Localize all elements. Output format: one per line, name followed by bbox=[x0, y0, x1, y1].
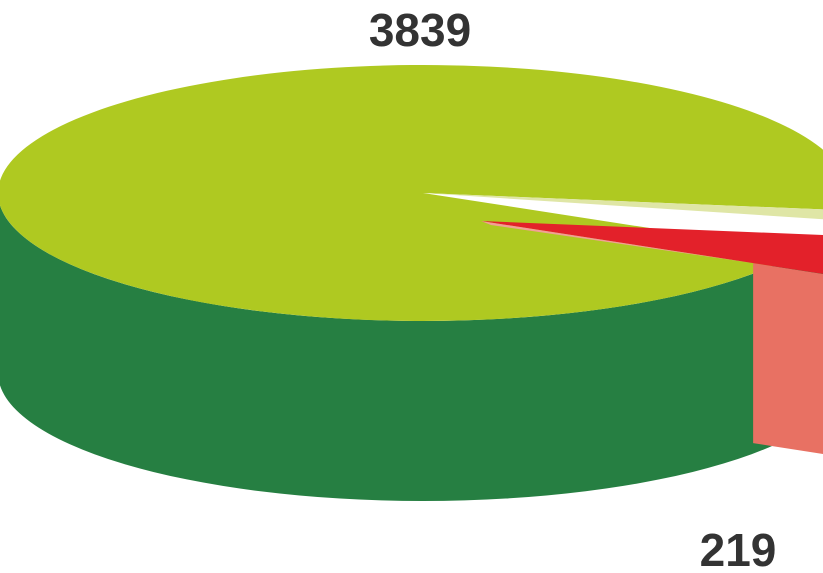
data-label-small: 219 bbox=[700, 524, 777, 573]
pie-slice-edge-small bbox=[481, 221, 754, 264]
pie-slice-cut-edge-large bbox=[423, 193, 823, 220]
pie-slice-top-large bbox=[0, 65, 823, 321]
pie-body bbox=[0, 65, 823, 501]
pie-slice-side-large bbox=[0, 205, 823, 501]
pie-slice-top-small bbox=[481, 221, 823, 274]
pie-slice-side-small-left bbox=[753, 263, 823, 454]
data-label-large: 3839 bbox=[369, 4, 471, 56]
